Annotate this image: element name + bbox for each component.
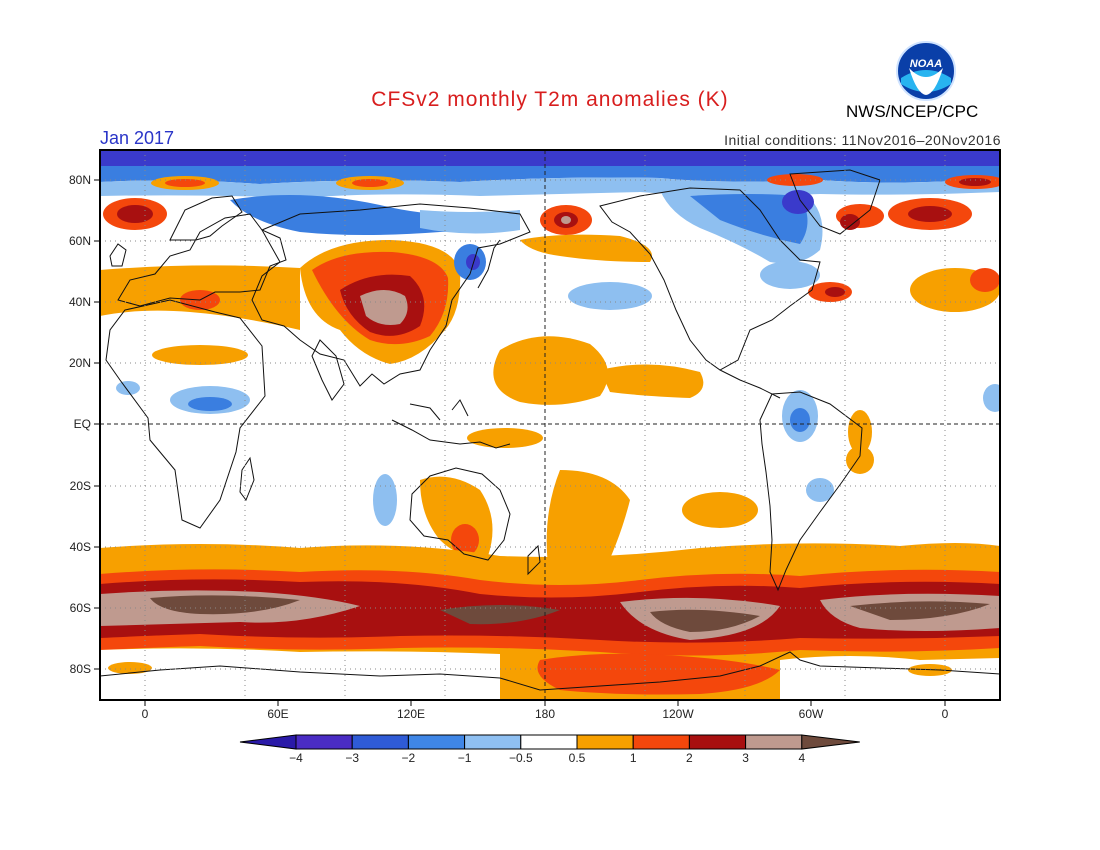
initial-conditions: Initial conditions: 11Nov2016–20Nov2016 [724,132,1001,148]
noaa-logo-icon: NOAA [896,41,956,101]
anomaly-field [100,150,1000,700]
colorbar-tick-label: −0.5 [509,751,533,765]
lat-label: 20S [70,479,91,493]
colorbar-tick-label: −1 [458,751,472,765]
lat-label: 40N [69,295,91,309]
colorbar-segment [632,734,690,750]
lon-label: 60W [799,707,824,721]
colorbar-segment [464,734,522,750]
svg-text:NOAA: NOAA [910,58,942,70]
forecast-period: Jan 2017 [100,128,175,148]
map-title: CFSv2 monthly T2m anomalies (K) [371,88,729,111]
colorbar-segment [295,734,353,750]
colorbar-segment [351,734,409,750]
agency-label: NWS/NCEP/CPC [846,102,979,121]
lat-label: 60S [70,601,91,615]
lat-label: 60N [69,234,91,248]
lon-label: 180 [535,707,555,721]
lon-label: 0 [142,707,149,721]
lat-label: 80S [70,662,91,676]
colorbar-tick-label: 2 [686,751,693,765]
lat-label: 40S [70,540,91,554]
colorbar-segment [688,734,747,750]
colorbar-tick-label: −4 [289,751,303,765]
colorbar-low-arrow [239,734,297,750]
lat-label: 80N [69,173,91,187]
lon-label: 120E [397,707,425,721]
colorbar-segment [576,734,634,750]
longitude-labels: 0 60E 120E 180 120W 60W 0 [142,707,949,721]
lon-label: 120W [662,707,694,721]
colorbar-tick-label: 3 [742,751,749,765]
reference-lines [100,150,1000,700]
lon-label: 60E [267,707,288,721]
lat-label: 20N [69,356,91,370]
colorbar: −4 −3 −2 −1 −0.5 0.5 1 2 3 4 [239,734,860,765]
colorbar-high-arrow [801,734,860,750]
lat-label: EQ [74,417,91,431]
colorbar-tick-label: 4 [798,751,805,765]
axis-ticks [94,179,946,706]
map-frame [99,149,1001,701]
colorbar-segment [407,734,466,750]
colorbar-tick-label: −3 [345,751,359,765]
graticule [100,150,1000,700]
lon-label: 0 [942,707,949,721]
coastlines [100,169,1000,691]
latitude-labels: 80N 60N 40N 20N EQ 20S 40S 60S 80S [69,173,91,676]
colorbar-tick-label: 0.5 [569,751,586,765]
colorbar-segment [520,734,578,750]
colorbar-tick-label: −2 [402,751,416,765]
colorbar-segment [745,734,803,750]
colorbar-tick-label: 1 [630,751,637,765]
